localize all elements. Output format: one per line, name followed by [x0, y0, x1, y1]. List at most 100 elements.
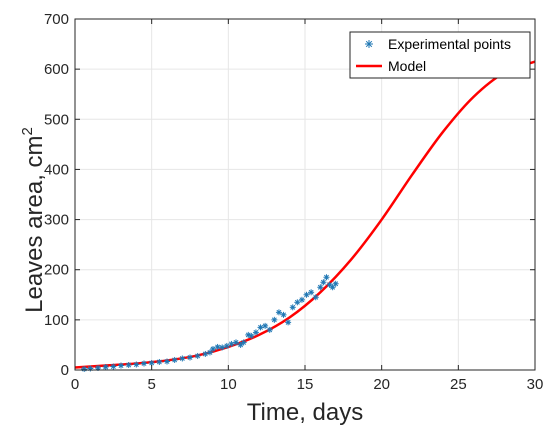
asterisk-stroke — [304, 292, 309, 298]
data-point — [223, 342, 230, 349]
data-point — [312, 294, 319, 301]
asterisk-stroke — [271, 317, 277, 323]
y-tick-label: 100 — [44, 312, 69, 329]
asterisk-stroke — [228, 341, 234, 347]
asterisk-stroke — [95, 365, 101, 371]
legend-points-marker — [365, 40, 373, 48]
asterisk-stroke — [133, 362, 139, 367]
data-point — [285, 319, 292, 326]
y-tick-label: 200 — [44, 262, 69, 279]
data-point — [262, 322, 269, 329]
asterisk-stroke — [276, 309, 282, 315]
x-axis-title: Time, days — [247, 399, 363, 426]
y-tick-label: 600 — [44, 61, 69, 78]
asterisk-stroke — [103, 364, 109, 370]
asterisk-stroke — [308, 289, 314, 295]
asterisk-stroke — [210, 346, 216, 352]
data-point — [257, 324, 264, 331]
legend-label-experimental-points: Experimental points — [388, 36, 511, 52]
x-tick-label: 10 — [220, 376, 237, 393]
asterisk-stroke — [118, 363, 124, 368]
y-axis-title: Leaves area, cm2 — [19, 127, 48, 313]
asterisk-stroke — [294, 299, 300, 305]
x-tick-label: 15 — [297, 376, 314, 393]
data-point — [240, 339, 247, 346]
data-point — [214, 343, 221, 350]
x-tick-label: 20 — [373, 376, 390, 393]
data-point — [87, 365, 94, 372]
y-tick-label: 500 — [44, 111, 69, 128]
asterisk-stroke — [248, 333, 254, 339]
data-point — [266, 326, 273, 333]
asterisk-stroke — [233, 339, 239, 345]
asterisk-stroke — [253, 329, 259, 335]
asterisk-stroke — [267, 327, 273, 333]
y-axis-title-superscript: 2 — [19, 127, 36, 135]
asterisk-stroke — [141, 361, 147, 366]
asterisk-stroke — [219, 344, 225, 350]
data-point — [219, 344, 226, 351]
data-point — [298, 296, 305, 303]
experimental-points-series — [81, 274, 339, 372]
data-point — [248, 332, 255, 339]
asterisk-stroke — [327, 282, 332, 288]
asterisk-stroke — [320, 279, 326, 285]
legend: Experimental points Model — [349, 31, 531, 79]
data-point — [275, 309, 282, 316]
asterisk-stroke — [333, 281, 339, 287]
asterisk-stroke — [245, 332, 251, 338]
asterisk-stroke — [313, 294, 319, 300]
asterisk-stroke — [241, 339, 247, 345]
y-tick-label: 700 — [44, 11, 69, 28]
data-point — [210, 345, 216, 352]
data-point — [171, 356, 178, 363]
asterisk-stroke — [285, 319, 291, 325]
data-point — [320, 279, 327, 286]
y-tick-label: 300 — [44, 212, 69, 229]
y-tick-label: 400 — [44, 161, 69, 178]
asterisk-stroke — [281, 312, 286, 318]
data-point — [164, 358, 170, 365]
y-tick-label: 0 — [61, 362, 69, 379]
asterisk-stroke — [126, 362, 132, 368]
data-point — [187, 354, 193, 361]
asterisk-stroke — [324, 274, 329, 280]
y-axis-title-main: Leaves area, cm — [21, 135, 48, 312]
asterisk-stroke — [149, 360, 155, 366]
data-point — [102, 363, 109, 370]
legend-box — [349, 31, 531, 79]
data-point — [141, 360, 147, 367]
data-point — [308, 289, 315, 296]
x-tick-label: 30 — [527, 376, 544, 393]
asterisk-stroke — [317, 284, 323, 290]
asterisk-stroke — [172, 357, 178, 363]
data-point — [133, 361, 140, 368]
data-point — [148, 359, 155, 366]
asterisk-stroke — [110, 364, 116, 369]
data-point — [317, 284, 324, 291]
asterisk-stroke — [262, 323, 268, 329]
asterisk-stroke — [156, 359, 162, 365]
data-point — [228, 340, 235, 347]
data-point — [294, 299, 301, 306]
data-point — [202, 350, 209, 357]
data-point — [271, 316, 278, 323]
asterisk-stroke — [224, 343, 230, 349]
data-point — [323, 274, 330, 281]
axes — [74, 18, 536, 371]
asterisk-stroke — [164, 359, 170, 364]
asterisk-stroke — [195, 353, 201, 359]
data-point — [332, 280, 339, 287]
data-point — [156, 358, 163, 365]
data-point — [280, 311, 287, 318]
asterisk-stroke — [187, 355, 193, 360]
data-point — [252, 329, 259, 336]
legend-asterisk — [365, 40, 373, 48]
data-point — [233, 339, 239, 346]
asterisk-stroke — [202, 351, 208, 357]
data-point — [110, 363, 117, 370]
x-tick-label: 25 — [450, 376, 467, 393]
data-point — [179, 355, 186, 362]
